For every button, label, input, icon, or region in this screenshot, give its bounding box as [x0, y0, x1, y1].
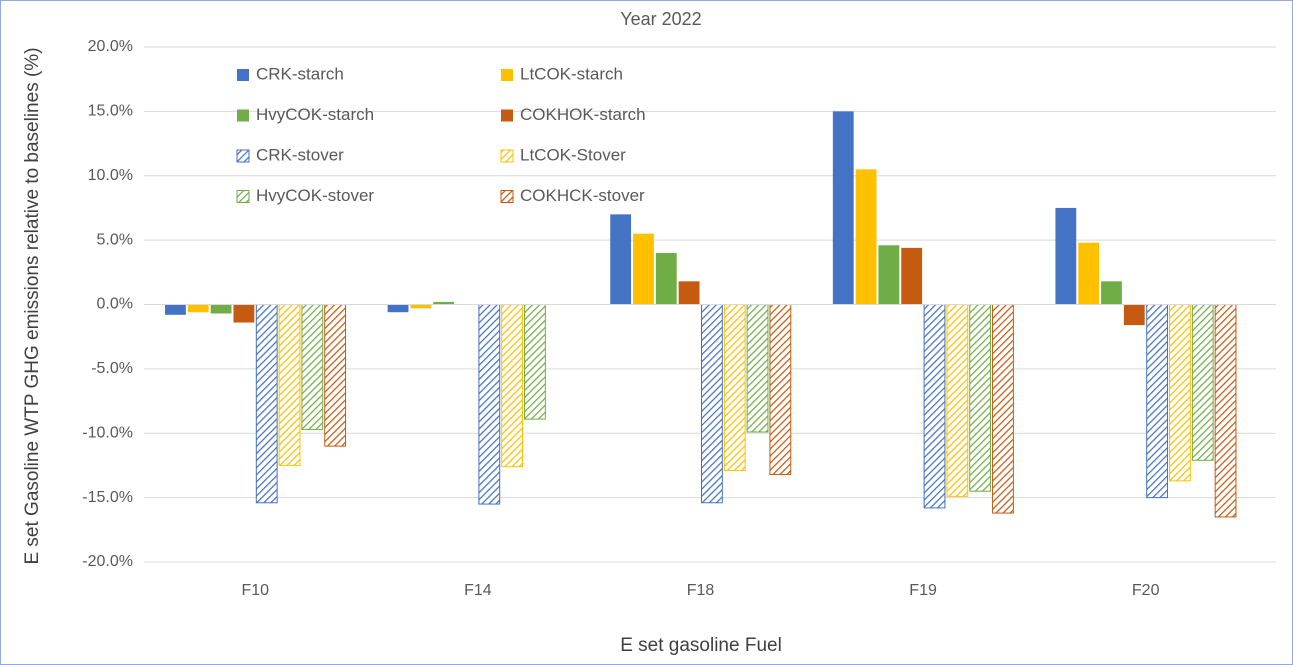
y-tick-label: -10.0% [82, 424, 133, 441]
y-tick-label: -20.0% [82, 553, 133, 570]
legend-label: COKHOK-starch [520, 105, 646, 124]
y-tick-label: 5.0% [97, 231, 133, 248]
legend-swatch [237, 109, 249, 122]
x-tick-label: F10 [242, 582, 270, 599]
bar [255, 304, 278, 504]
bar [1169, 304, 1191, 482]
x-axis-label: E set gasoline Fuel [620, 635, 782, 656]
bar [878, 245, 900, 305]
bar [678, 281, 700, 305]
bar [633, 233, 654, 305]
bar [301, 304, 324, 430]
bar [433, 301, 455, 305]
bar [1101, 281, 1122, 305]
bar [610, 214, 632, 305]
bar [769, 304, 792, 475]
bar [969, 304, 992, 492]
x-tick-label: F18 [687, 582, 715, 599]
legend-label: HvyCOK-stover [256, 186, 374, 205]
chart-title: Year 2022 [620, 9, 701, 29]
bar [187, 304, 209, 313]
bar [165, 304, 186, 315]
bar [1146, 304, 1169, 499]
bar [278, 304, 301, 466]
y-axis-label: E set Gasoline WTP GHG emissions relativ… [22, 47, 43, 565]
bar [210, 304, 232, 314]
bar [524, 304, 546, 420]
legend-label: COKHCK-stover [520, 186, 645, 205]
bar [1191, 304, 1214, 461]
legend-swatch [501, 69, 513, 81]
bar [923, 304, 946, 509]
bar [701, 304, 723, 504]
bar [946, 304, 969, 497]
legend-swatch [237, 69, 249, 81]
bar [1123, 304, 1145, 326]
y-tick-label: 0.0% [97, 296, 133, 313]
legend-label: LtCOK-Stover [520, 145, 626, 164]
legend-swatch [500, 190, 514, 203]
legend-label: HvyCOK-starch [256, 105, 374, 124]
legend-swatch [500, 149, 514, 163]
bar [992, 304, 1014, 514]
y-tick-label: 10.0% [88, 167, 133, 184]
y-tick-label: -5.0% [91, 360, 133, 377]
y-tick-label: 20.0% [88, 38, 133, 55]
y-tick-label: -15.0% [82, 489, 133, 506]
bar [1214, 304, 1237, 518]
legend-label: LtCOK-starch [520, 64, 623, 83]
x-tick-label: F19 [909, 582, 937, 599]
bar [501, 304, 524, 468]
bar [387, 304, 409, 313]
legend-swatch [236, 149, 250, 163]
bar [746, 304, 769, 433]
bar [832, 111, 854, 305]
x-tick-label: F14 [464, 582, 492, 599]
bar [478, 304, 501, 505]
bar [723, 304, 746, 472]
legend-label: CRK-starch [256, 64, 344, 83]
legend-swatch [236, 190, 250, 203]
bar [1078, 242, 1100, 305]
bar [410, 304, 432, 309]
legend-label: CRK-stover [256, 145, 344, 164]
bar [655, 253, 677, 305]
bar [901, 247, 923, 305]
y-tick-label: 15.0% [88, 103, 133, 120]
legend-swatch [501, 109, 513, 122]
x-tick-label: F20 [1132, 582, 1160, 599]
bar [324, 304, 347, 447]
bar [1055, 207, 1077, 305]
bar [855, 169, 877, 305]
bar [233, 304, 255, 323]
